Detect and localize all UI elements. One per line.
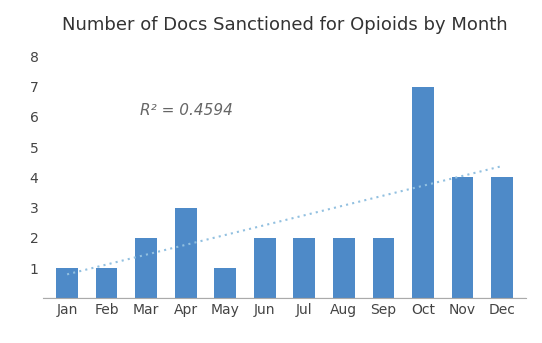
Bar	[333, 238, 354, 298]
Bar	[136, 238, 157, 298]
Bar	[175, 208, 197, 298]
Bar	[293, 238, 315, 298]
Bar	[56, 268, 78, 298]
Bar	[215, 268, 236, 298]
Text: R² = 0.4594: R² = 0.4594	[140, 103, 233, 118]
Bar	[96, 268, 118, 298]
Title: Number of Docs Sanctioned for Opioids by Month: Number of Docs Sanctioned for Opioids by…	[62, 16, 507, 34]
Bar	[451, 177, 473, 298]
Bar	[372, 238, 394, 298]
Bar	[491, 177, 513, 298]
Bar	[412, 86, 434, 298]
Bar	[254, 238, 276, 298]
